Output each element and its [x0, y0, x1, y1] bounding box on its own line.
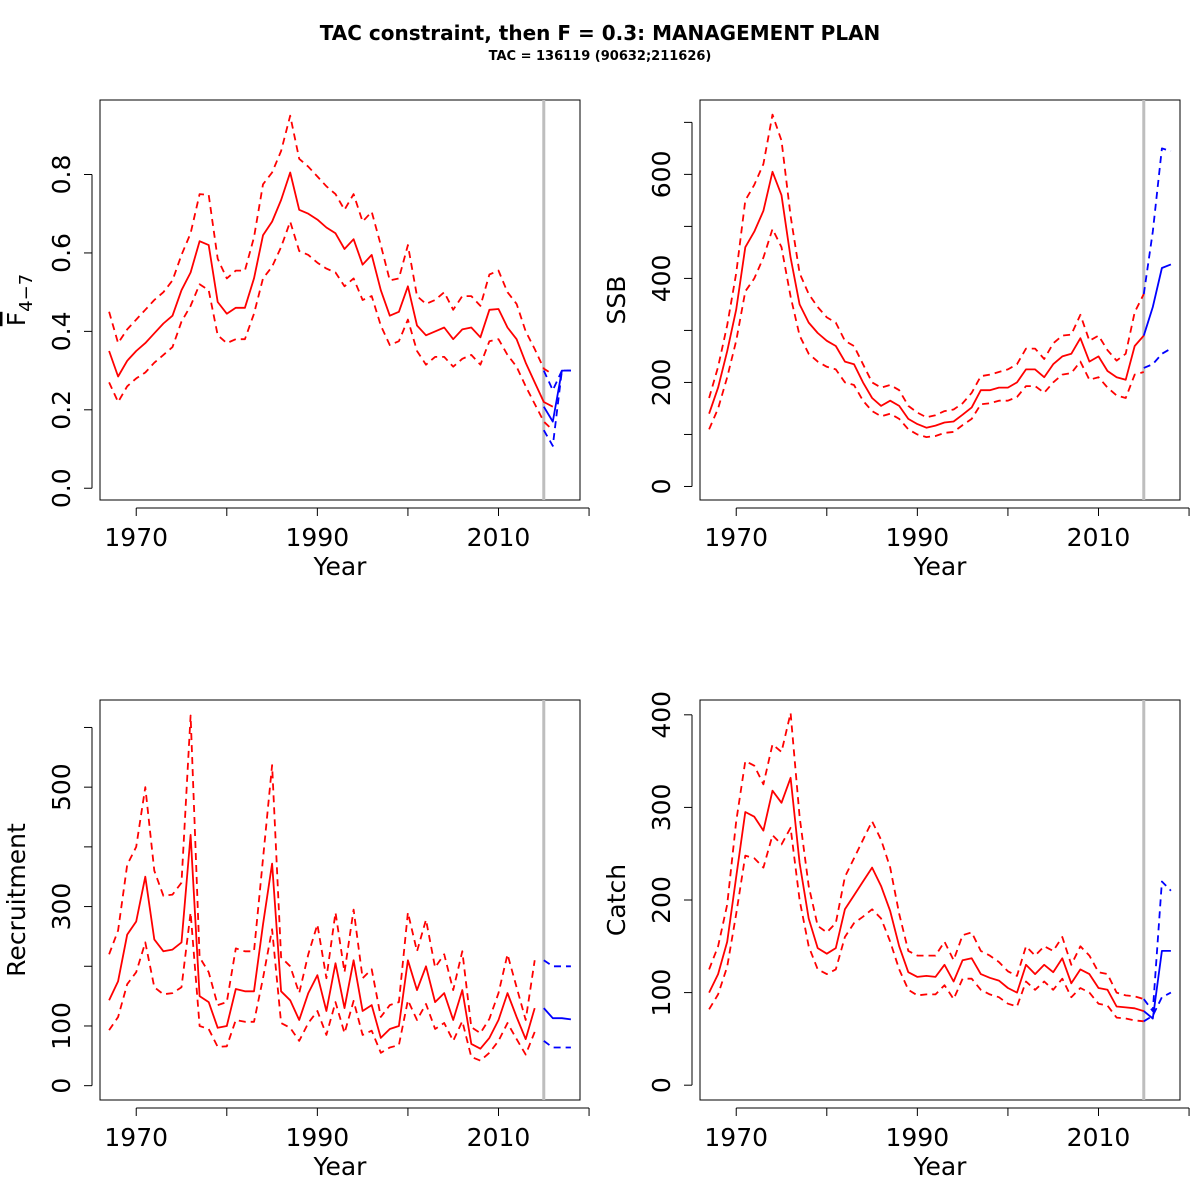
- recruitment-y-tick-label: 500: [47, 763, 76, 811]
- catch-x-axis-label: Year: [913, 1152, 968, 1181]
- catch-y-tick-label: 400: [647, 691, 676, 739]
- fbar-historical-lower-line: [108, 220, 554, 431]
- fbar-y-tick-label: 0.8: [47, 155, 76, 195]
- ssb-y-tick-label: 200: [647, 359, 676, 407]
- fbar-y-axis-label-main: F: [2, 312, 31, 326]
- ssb-projection-estimate-line: [1142, 263, 1172, 336]
- fbar-y-axis-label-subscript: 4−7: [16, 274, 37, 312]
- recruitment-y-tick-label: 100: [47, 1002, 76, 1050]
- catch-y-axis-label-main: Catch: [602, 864, 631, 936]
- ssb-projection-upper-line: [1142, 147, 1172, 295]
- fbar-x-tick-label: 1990: [286, 523, 350, 552]
- fbar-projection-lower-line: [543, 369, 571, 447]
- recruitment-y-tick-label: 0: [47, 1078, 76, 1094]
- catch-y-tick-label: 100: [647, 969, 676, 1017]
- catch-y-axis-label: Catch: [602, 864, 631, 936]
- catch-panel: 1970 1990 2010 Year 0 100 200 300 400 Catch: [602, 691, 1190, 1181]
- ssb-x-tick-label: 1990: [886, 523, 950, 552]
- fbar-y-tick-label: 0.2: [47, 390, 76, 430]
- fbar-projection-upper-line: [542, 369, 571, 392]
- fbar-x-tick-label: 2010: [467, 523, 531, 552]
- recruitment-y-tick-label: 300: [47, 883, 76, 931]
- ssb-y-tick-label: 400: [647, 255, 676, 303]
- recruitment-y-axis-label: Recruitment: [2, 823, 31, 977]
- fbar-x-axis-label: Year: [313, 552, 368, 581]
- recruitment-historical-upper-line: [108, 714, 536, 1034]
- figure-subtitle: TAC = 136119 (90632;211626): [489, 49, 712, 64]
- fbar-y-tick-label: 0.4: [47, 311, 76, 351]
- ssb-y-tick-label: 600: [647, 151, 676, 199]
- catch-x-tick-label: 1970: [704, 1123, 768, 1152]
- fbar-y-axis-label: F4−7: [2, 274, 37, 326]
- figure-title: TAC constraint, then F = 0.3: MANAGEMENT…: [320, 21, 881, 45]
- ssb-x-tick-label: 2010: [1067, 523, 1131, 552]
- catch-y-tick-label: 300: [647, 784, 676, 832]
- ssb-plot-frame: [699, 99, 1181, 501]
- fbar-plot-frame: [99, 99, 581, 501]
- ssb-historical-estimate-line: [708, 170, 1145, 429]
- ssb-historical-lower-line: [708, 228, 1145, 439]
- recruitment-x-axis-label: Year: [313, 1152, 368, 1181]
- catch-projection-estimate-line: [1143, 950, 1171, 1020]
- recruitment-projection-estimate-line: [543, 1007, 572, 1021]
- recruitment-projection-upper-line: [543, 959, 571, 968]
- fbar-panel: 1970 1990 2010 Year 0.0 0.2 0.4 0.6 0.8 F4−7: [2, 99, 590, 581]
- catch-historical-upper-line: [708, 712, 1145, 1000]
- ssb-y-tick-label: 0: [647, 479, 676, 495]
- recruitment-x-tick-label: 1970: [104, 1123, 168, 1152]
- fbar-x-tick-label: 1970: [104, 523, 168, 552]
- ssb-projection-lower-line: [1143, 347, 1172, 369]
- ssb-y-axis-label-main: SSB: [602, 276, 631, 325]
- recruitment-projection-lower-line: [543, 1040, 571, 1049]
- recruitment-x-tick-label: 2010: [467, 1123, 531, 1152]
- fbar-historical-upper-line: [108, 114, 554, 376]
- catch-y-tick-label: 200: [647, 876, 676, 924]
- catch-historical-estimate-line: [708, 776, 1145, 1012]
- ssb-x-tick-label: 1970: [704, 523, 768, 552]
- ssb-x-axis-label: Year: [913, 552, 968, 581]
- catch-historical-lower-line: [708, 826, 1144, 1023]
- catch-x-tick-label: 2010: [1067, 1123, 1131, 1152]
- ssb-y-axis-label: SSB: [602, 276, 631, 325]
- catch-projection-upper-line: [1143, 880, 1172, 1012]
- catch-x-tick-label: 1990: [886, 1123, 950, 1152]
- ssb-panel: 1970 1990 2010 Year 0 200 400 600 SSB: [602, 99, 1190, 581]
- recruitment-y-axis-label-main: Recruitment: [2, 823, 31, 977]
- catch-projection-lower-line: [1143, 991, 1172, 1023]
- ssb-historical-upper-line: [708, 113, 1145, 419]
- catch-plot-frame: [699, 699, 1181, 1101]
- fbar-y-tick-label: 0.6: [47, 233, 76, 273]
- recruitment-x-tick-label: 1990: [286, 1123, 350, 1152]
- fbar-historical-estimate-line: [108, 171, 554, 408]
- recruitment-panel: 1970 1990 2010 Year 0 100 300 500 Recruitment: [2, 699, 590, 1181]
- catch-y-tick-label: 0: [647, 1077, 676, 1093]
- fbar-y-tick-label: 0.0: [47, 468, 76, 508]
- recruitment-plot-frame: [99, 699, 581, 1101]
- recruitment-historical-lower-line: [108, 911, 536, 1062]
- recruitment-historical-estimate-line: [108, 834, 536, 1050]
